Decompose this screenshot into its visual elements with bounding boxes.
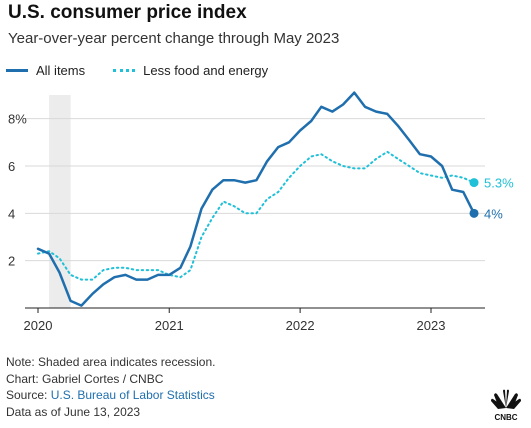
series-line-all-items bbox=[36, 91, 476, 307]
chart-subtitle: Year-over-year percent change through Ma… bbox=[8, 30, 340, 47]
x-tick-label: 2023 bbox=[417, 318, 446, 333]
recession-note: Note: Shaded area indicates recession. bbox=[6, 355, 216, 369]
nbc-peacock-icon: CNBC bbox=[491, 389, 521, 422]
recession-shade bbox=[49, 95, 71, 308]
y-tick-label: 2 bbox=[8, 254, 15, 269]
chart-credit: Chart: Gabriel Cortes / CNBC bbox=[6, 371, 164, 386]
line-chart: 2 4 6 8% 2020 2021 2022 2023 5.3% 4% bbox=[8, 91, 514, 333]
series-line-core bbox=[37, 150, 475, 281]
source-link[interactable]: U.S. Bureau of Labor Statistics bbox=[50, 388, 215, 402]
x-tick-label: 2020 bbox=[24, 318, 53, 333]
y-tick-label: 8% bbox=[8, 112, 27, 127]
x-tick-label: 2021 bbox=[155, 318, 184, 333]
legend-item-all-items: All items bbox=[6, 63, 85, 78]
chart-title: U.S. consumer price index bbox=[8, 2, 247, 23]
end-value-label: 5.3% bbox=[484, 176, 514, 191]
logo-text: CNBC bbox=[494, 413, 517, 422]
legend: All items Less food and energy bbox=[6, 63, 296, 78]
end-point-marker bbox=[469, 178, 479, 188]
y-tick-label: 6 bbox=[8, 159, 15, 174]
y-tick-label: 4 bbox=[8, 206, 15, 221]
legend-swatch-solid bbox=[6, 69, 28, 72]
legend-swatch-dotted bbox=[113, 69, 136, 72]
x-tick-label: 2022 bbox=[286, 318, 315, 333]
end-value-label: 4% bbox=[484, 206, 503, 221]
end-point-marker bbox=[469, 208, 479, 218]
source-line: Source: U.S. Bureau of Labor Statistics bbox=[6, 387, 215, 404]
legend-label: All items bbox=[36, 63, 86, 78]
chart-notes: Note: Shaded area indicates recession. C… bbox=[6, 354, 215, 420]
source-label: Source: bbox=[6, 388, 48, 402]
legend-label: Less food and energy bbox=[143, 63, 269, 78]
legend-item-core: Less food and energy bbox=[113, 63, 268, 78]
data-date: Data as of June 13, 2023 bbox=[6, 404, 141, 419]
